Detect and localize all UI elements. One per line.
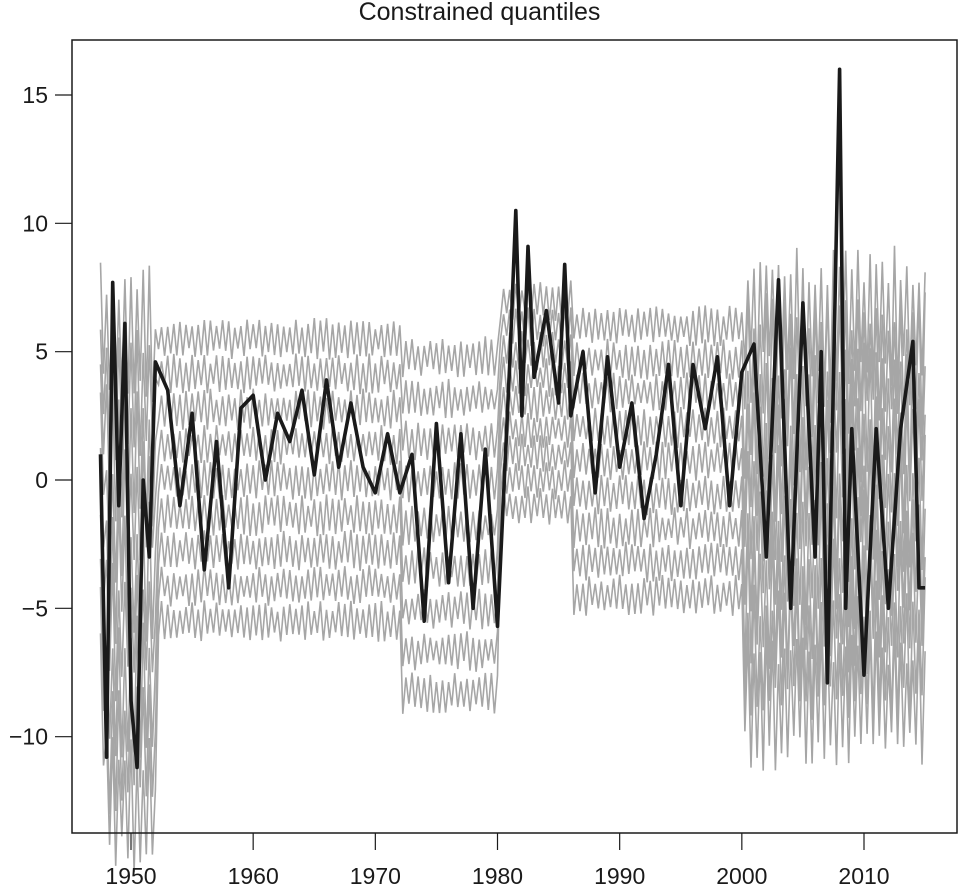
y-tick-label: −5 [22, 595, 48, 621]
quantile-line [99, 433, 926, 758]
plot-frame [71, 39, 958, 834]
y-tick-label: −10 [9, 724, 48, 750]
quantile-line [99, 485, 926, 873]
quantile-line [99, 292, 926, 467]
y-tick-label: 5 [35, 339, 48, 365]
quantile-line [99, 460, 926, 815]
y-tick-label: 0 [35, 467, 48, 493]
x-tick-label: 2010 [838, 863, 889, 889]
y-tick-label: 10 [22, 210, 48, 236]
y-axis: −10 −5 0 5 10 15 [9, 82, 72, 750]
x-tick-label: 1980 [472, 863, 523, 889]
observed-line [98, 67, 926, 770]
quantile-lines [99, 245, 926, 873]
x-tick-label: 1970 [350, 863, 401, 889]
x-tick-label: 1990 [594, 863, 645, 889]
x-tick-label: 1950 [105, 863, 156, 889]
y-tick-label: 15 [22, 82, 48, 108]
chart-title: Constrained quantiles [358, 0, 601, 26]
x-tick-label: 2000 [716, 863, 767, 889]
x-axis: 1950 1960 1970 1980 1990 2000 2010 [105, 833, 890, 889]
quantile-line [99, 411, 926, 702]
observed-series-line [98, 67, 926, 770]
x-tick-label: 1960 [228, 863, 279, 889]
